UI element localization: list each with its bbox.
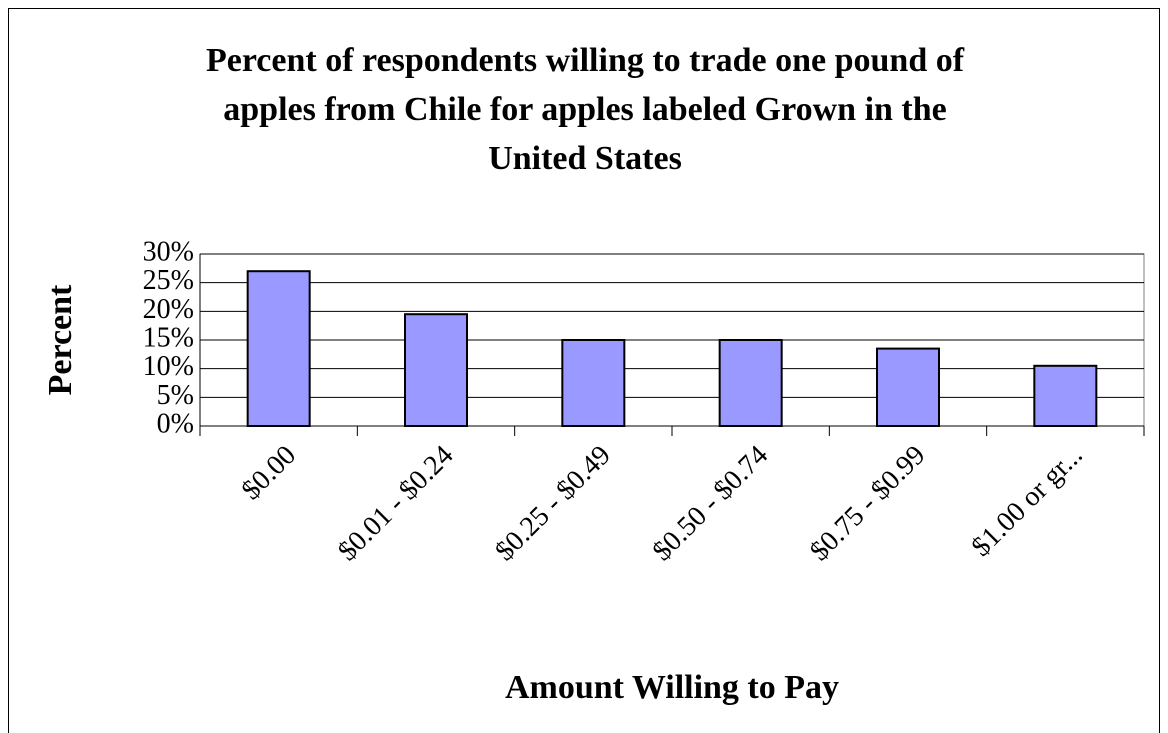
- y-tick-label: 10%: [143, 351, 194, 382]
- bar: [876, 347, 940, 428]
- bar: [1033, 364, 1098, 427]
- y-tick-label: 5%: [157, 380, 194, 411]
- bar: [561, 339, 626, 427]
- chart-title: United States: [488, 140, 682, 177]
- y-tick-label: 0%: [157, 408, 194, 439]
- bar: [246, 270, 311, 428]
- bar: [404, 313, 468, 428]
- y-tick-label: 15%: [143, 322, 194, 353]
- x-axis-title: Amount Willing to Pay: [505, 669, 839, 706]
- y-axis-title: Percent: [42, 284, 79, 395]
- bar: [718, 339, 783, 427]
- chart-title: Percent of respondents willing to trade …: [206, 42, 965, 79]
- chart-title: apples from Chile for apples labeled Gro…: [223, 91, 947, 128]
- y-tick-label: 20%: [143, 294, 194, 325]
- y-tick-label: 25%: [143, 265, 194, 296]
- y-tick-label: 30%: [143, 236, 194, 267]
